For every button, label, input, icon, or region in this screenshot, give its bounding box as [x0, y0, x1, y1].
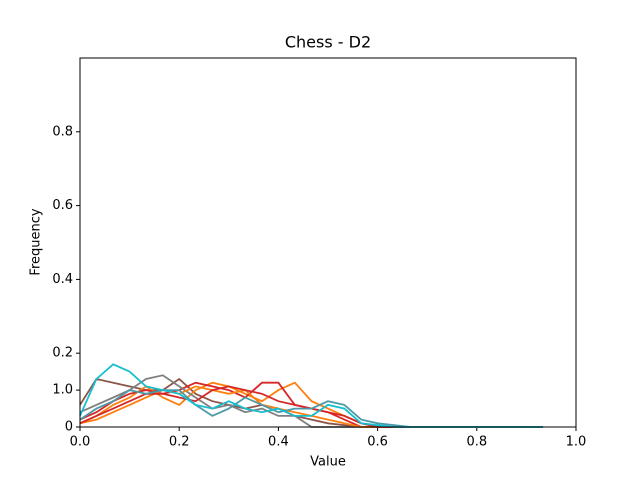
x-tick-label: 0.6: [367, 435, 388, 450]
y-tick-label: 0.4: [52, 272, 73, 287]
x-tick-label: 1.0: [566, 435, 587, 450]
x-axis-label: Value: [310, 455, 346, 470]
plot-frame: [79, 57, 577, 428]
x-tick-label: 0.4: [268, 435, 289, 450]
y-tick-label: 0.8: [52, 124, 73, 139]
chart-title: Chess - D2: [285, 33, 371, 52]
series-line: [79, 363, 543, 428]
y-axis-label: Frequency: [29, 208, 44, 275]
y-tick-label: 0.6: [52, 198, 73, 213]
y-tick-label: 0.2: [52, 346, 73, 361]
x-tick-label: 0.0: [70, 435, 91, 450]
x-tick-label: 0.2: [169, 435, 190, 450]
series-line: [79, 389, 543, 428]
y-tick-label: 1.0: [52, 383, 73, 398]
x-tick-label: 0.8: [466, 435, 487, 450]
y-tick-label: 0: [65, 420, 73, 435]
